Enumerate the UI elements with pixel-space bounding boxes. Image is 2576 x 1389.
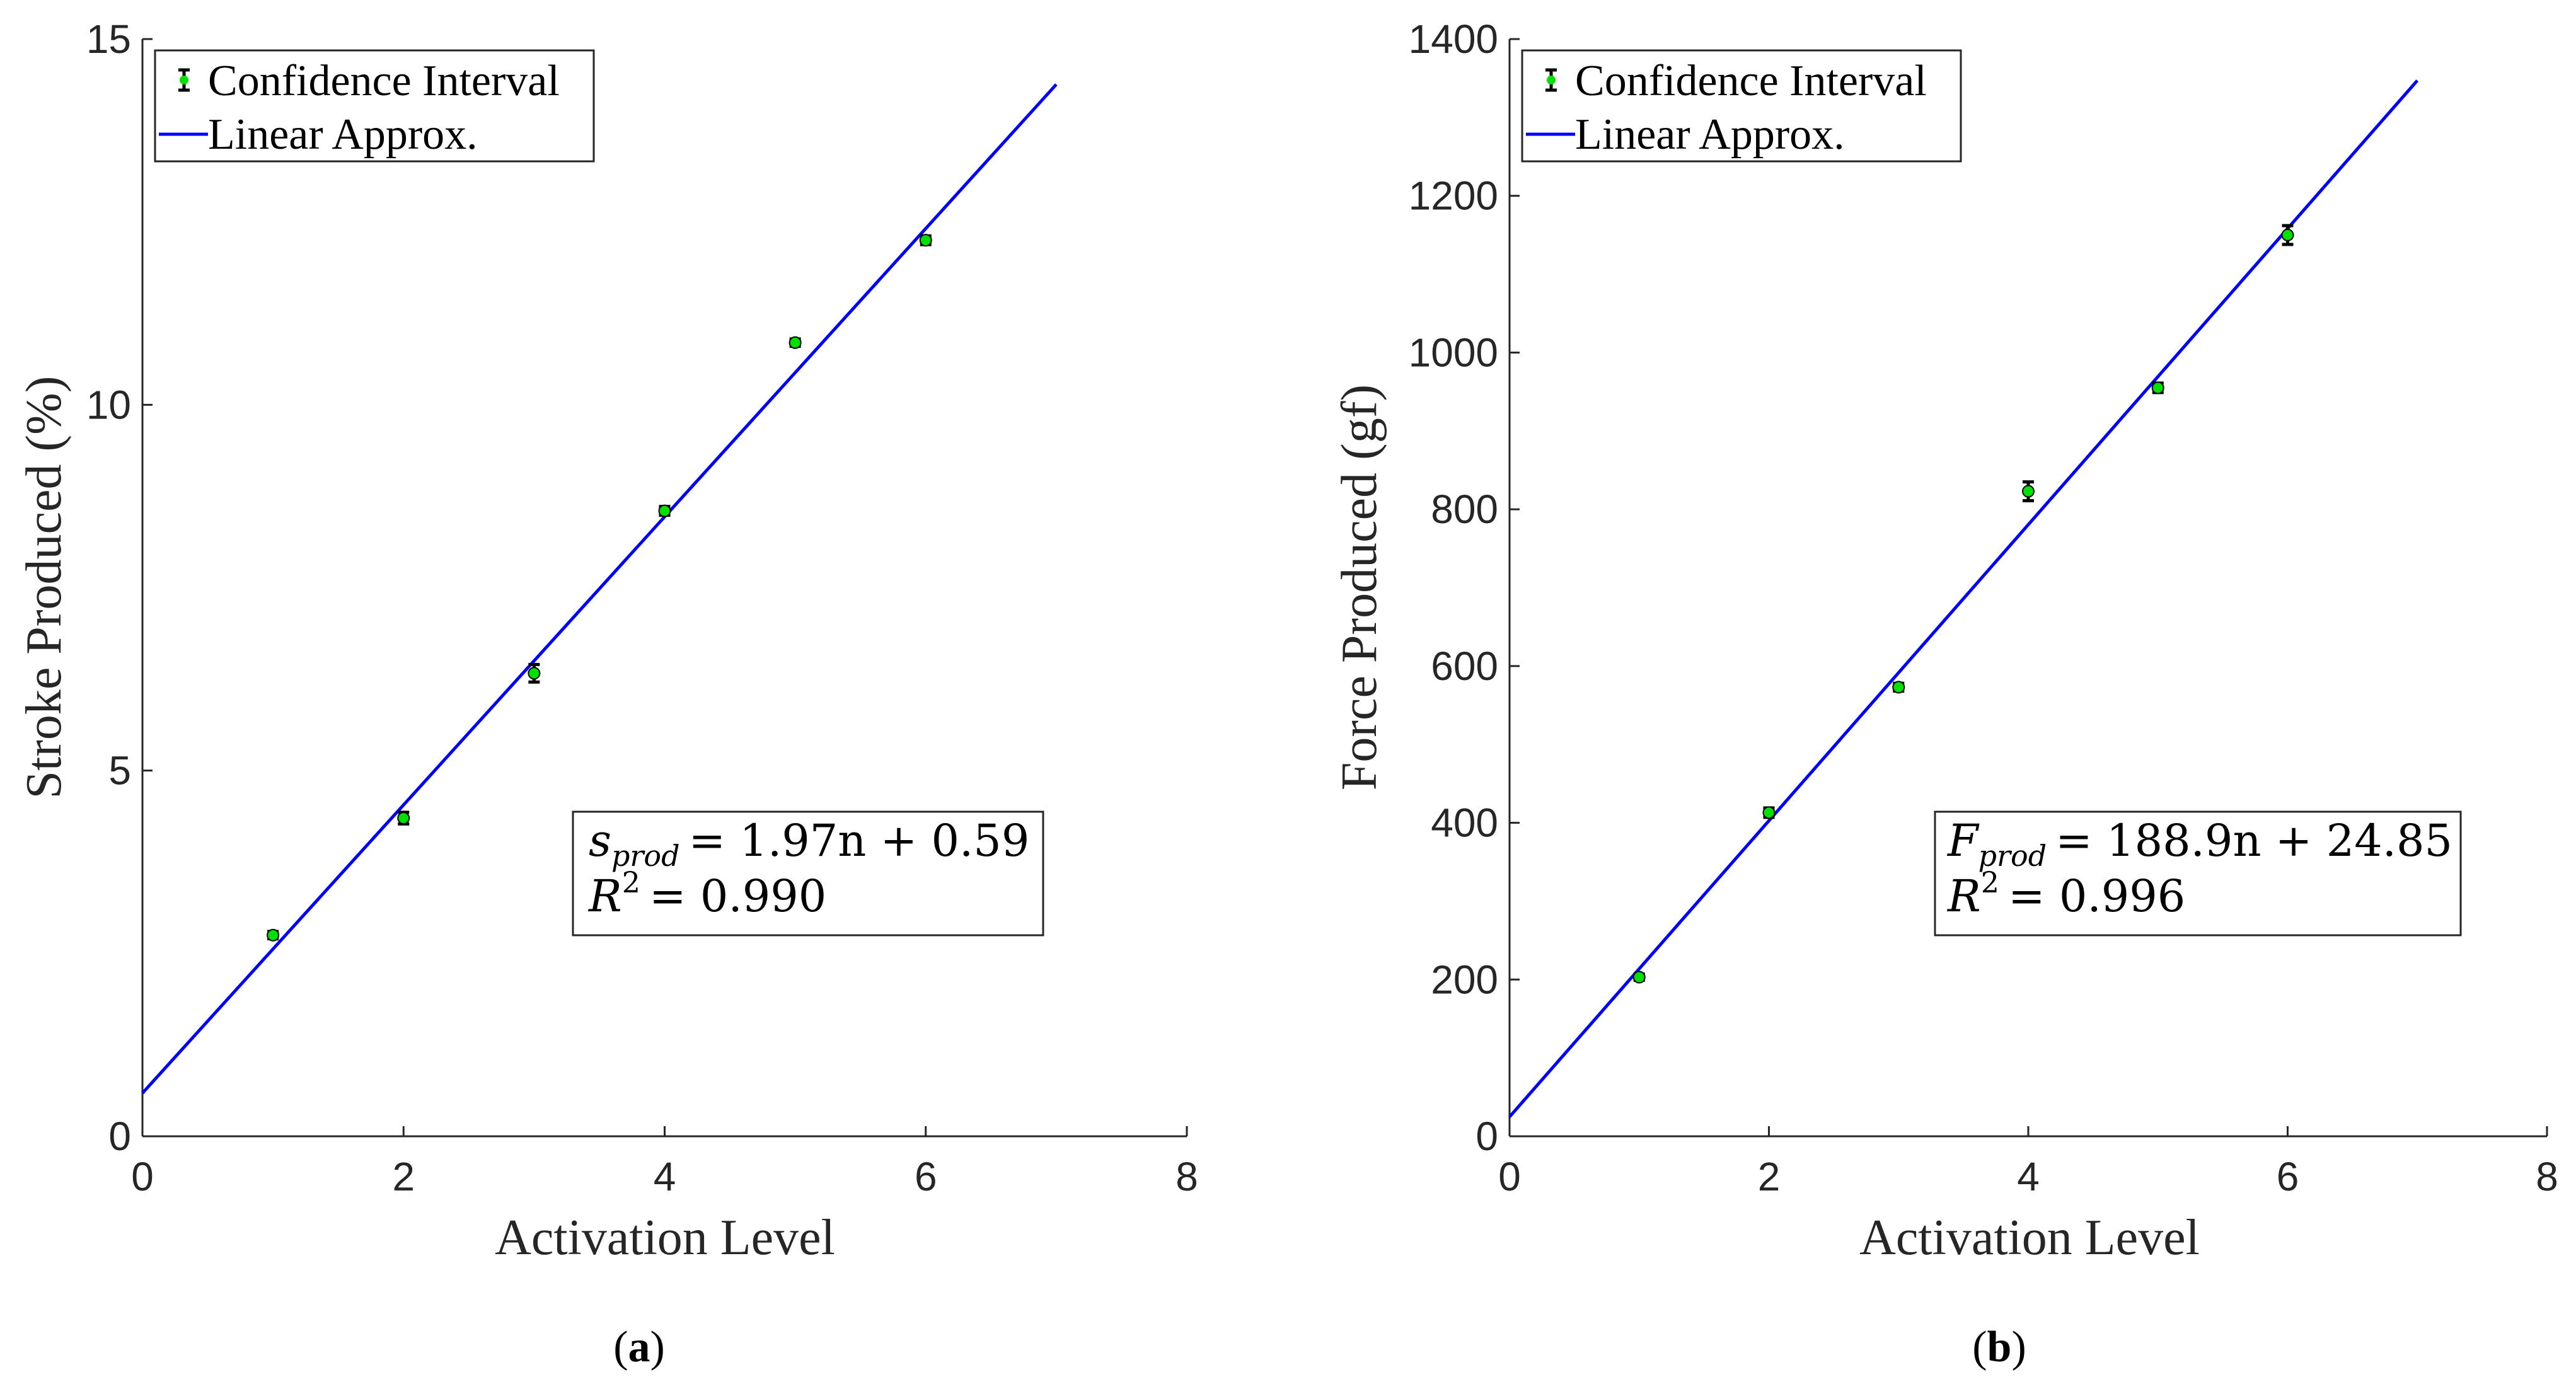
panel-a-point-marker — [397, 812, 410, 825]
panel-a-xlabel: Activation Level — [495, 1210, 835, 1265]
panel-b-x-tick-label: 2 — [1758, 1154, 1781, 1199]
panel-a-legend: Confidence Interval Linear Approx. — [154, 49, 595, 163]
panel-b-y-tick-label: 1400 — [1409, 16, 1498, 62]
panel-b-caption-close: ) — [2011, 1323, 2026, 1371]
panel-b-y-tick-label: 800 — [1431, 487, 1498, 532]
panel-a-marks — [141, 83, 1058, 1095]
panel-a-point-marker — [919, 234, 932, 247]
panel-b-equation-line1: Fprod = 188.9n + 24.85 — [1946, 815, 2452, 873]
panel-b-data-point — [1632, 971, 1646, 984]
panel-b-ylabel: Force Produced (gf) — [1332, 384, 1387, 790]
panel-b-x-tick-label: 8 — [2536, 1154, 2558, 1199]
panel-a-caption: (a) — [613, 1323, 665, 1371]
panel-b-data-point — [1892, 681, 1905, 694]
panel-a-y-ticks: 0 5 10 15 — [86, 16, 153, 1159]
panel-b-y-tick-label: 600 — [1431, 643, 1498, 689]
panel-a-caption-open: ( — [613, 1323, 628, 1371]
panel-a-caption-close: ) — [650, 1323, 665, 1371]
panel-b-point-marker — [2151, 381, 2164, 395]
panel-a-point-marker — [658, 504, 671, 517]
panel-b-legend: Confidence Interval Linear Approx. — [1521, 49, 1962, 163]
panel-b-equation-line2: R2 = 0.996 — [1946, 865, 2185, 922]
panel-b-y-tick-label: 1000 — [1409, 330, 1498, 375]
panel-a-legend-box — [154, 49, 595, 163]
panel-b-xlabel: Activation Level — [1859, 1210, 2200, 1265]
panel-b-data-point — [2022, 480, 2035, 502]
panel-b-caption-open: ( — [1972, 1323, 1987, 1371]
panel-b-point-marker — [2022, 485, 2035, 498]
panel-b-data-point — [2281, 224, 2294, 246]
panel-a: 0 2 4 6 8 0 5 10 15 Activation Level Stroke Pro… — [16, 16, 1198, 1371]
panel-b: 0 2 4 6 8 0 200 400 600 800 1000 1200 1400 Activati… — [1332, 16, 2558, 1371]
panel-a-data-point — [528, 662, 541, 684]
panel-b-legend-errorbar-icon — [1545, 68, 1557, 92]
panel-b-y-ticks: 0 200 400 600 800 1000 1200 1400 — [1409, 16, 1520, 1159]
panel-a-linear-approx-line — [141, 83, 1058, 1095]
panel-b-equation-box: Fprod = 188.9n + 24.85 R2 = 0.996 — [1934, 810, 2462, 937]
panel-b-y-tick-label: 1200 — [1409, 173, 1498, 219]
panel-a-y-tick-label: 0 — [108, 1114, 131, 1159]
panel-b-legend-label-line: Linear Approx. — [1575, 110, 1845, 159]
panel-a-legend-label-line: Linear Approx. — [208, 110, 478, 159]
panel-a-x-tick-label: 4 — [654, 1154, 676, 1199]
panel-b-y-tick-label: 0 — [1476, 1114, 1498, 1159]
panel-a-x-tick-label: 2 — [392, 1154, 415, 1199]
panel-a-equation-box: sprod = 1.97n + 0.59 R2 = 0.990 — [572, 810, 1044, 937]
panel-a-point-marker — [267, 928, 280, 942]
panel-b-x-tick-label: 6 — [2277, 1154, 2299, 1199]
panel-a-x-tick-label: 0 — [131, 1154, 154, 1199]
panel-a-data-point — [788, 336, 802, 349]
panel-a-equation-line1: sprod = 1.97n + 0.59 — [589, 815, 1029, 873]
panel-b-linear-approx-line — [1508, 79, 2419, 1118]
panel-b-point-marker — [1632, 971, 1646, 984]
panel-a-legend-label-ci: Confidence Interval — [208, 57, 560, 105]
panel-b-legend-label-ci: Confidence Interval — [1575, 57, 1927, 105]
panel-a-point-marker — [528, 667, 541, 680]
panel-a-data-point — [267, 928, 280, 942]
panel-b-x-tick-label: 0 — [1498, 1154, 1521, 1199]
panel-b-y-tick-label: 200 — [1431, 957, 1498, 1002]
panel-a-data-point — [397, 810, 410, 826]
panel-a-y-tick-label: 10 — [86, 382, 131, 427]
panel-a-data-point — [919, 234, 932, 247]
panel-b-point-marker — [1892, 681, 1905, 694]
panel-b-caption: (b) — [1972, 1323, 2026, 1371]
panel-a-data-point — [658, 504, 671, 517]
panel-a-y-tick-label: 5 — [108, 748, 131, 793]
panel-a-x-ticks: 0 2 4 6 8 — [131, 1126, 1198, 1199]
panel-a-x-tick-label: 8 — [1175, 1154, 1198, 1199]
panel-b-y-tick-label: 400 — [1431, 800, 1498, 846]
panel-b-x-tick-label: 4 — [2017, 1154, 2040, 1199]
panel-a-point-marker — [788, 336, 802, 349]
panel-b-marks — [1508, 79, 2419, 1118]
panel-a-ylabel: Stroke Produced (%) — [16, 376, 72, 799]
panel-b-legend-box — [1521, 49, 1962, 163]
panel-a-x-tick-label: 6 — [915, 1154, 937, 1199]
panel-b-data-point — [1762, 806, 1776, 819]
panel-a-y-tick-label: 15 — [86, 16, 131, 62]
panel-a-equation-line2: R2 = 0.990 — [587, 865, 826, 922]
panel-b-x-ticks: 0 2 4 6 8 — [1498, 1126, 2558, 1199]
panel-a-legend-errorbar-icon — [178, 68, 190, 92]
panel-b-point-marker — [2281, 228, 2294, 241]
panel-b-data-point — [2151, 381, 2164, 395]
panel-b-point-marker — [1762, 806, 1776, 819]
